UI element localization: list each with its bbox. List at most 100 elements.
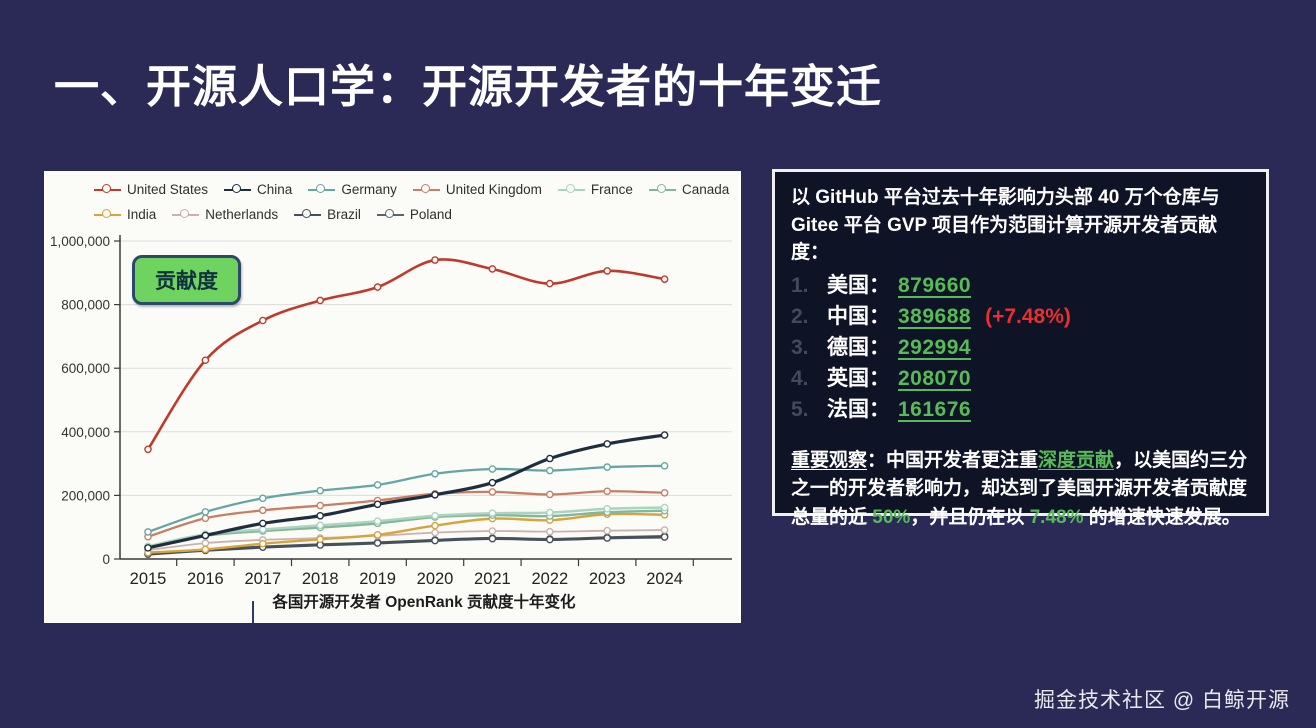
observation-text: 的增速快速发展。 — [1083, 506, 1241, 528]
data-point — [373, 500, 382, 509]
ranking-row-4: 4. 英国： 208070 — [791, 363, 1250, 394]
data-point — [258, 539, 267, 548]
legend-marker-icon — [224, 183, 252, 196]
x-tick-label: 2019 — [359, 570, 396, 588]
ranking-row-1: 1. 美国： 879660 — [791, 270, 1250, 301]
legend-label: Poland — [409, 207, 452, 222]
data-point — [488, 265, 497, 273]
data-point — [258, 519, 267, 528]
data-point — [603, 463, 612, 471]
y-tick-label: 200,000 — [61, 488, 110, 503]
data-point — [545, 454, 554, 463]
observation-text: 中国开发者更注重 — [886, 449, 1039, 471]
page-title: 一、开源人口学：开源开发者的十年变迁 — [54, 61, 883, 112]
chart-panel: United States China Germany United Kingdom F… — [44, 171, 741, 623]
observation-colon: ： — [867, 449, 887, 471]
data-point — [545, 466, 554, 475]
data-point — [660, 526, 669, 534]
data-point — [144, 528, 152, 536]
legend-label: Canada — [681, 182, 730, 197]
data-point — [545, 490, 554, 499]
legend-label: India — [127, 207, 157, 222]
data-point — [660, 462, 669, 470]
highlight-deep-contribution: 深度贡献 — [1038, 449, 1115, 471]
legend-marker-icon — [557, 183, 585, 196]
legend-item-poland: Poland — [376, 207, 452, 222]
x-tick-label: 2017 — [244, 570, 281, 588]
country-name: 美国： — [827, 273, 890, 297]
data-point — [431, 536, 439, 545]
data-point — [660, 431, 669, 439]
highlight-growth-rate: 7.48% — [1029, 506, 1084, 528]
line-chart: 0 200,000 400,000 600,000 800,000 1,000,000 20… — [50, 234, 732, 588]
data-point — [488, 465, 497, 473]
x-tick-label: 2020 — [417, 570, 454, 588]
x-tick-label: 2018 — [302, 570, 339, 588]
data-point — [201, 514, 210, 523]
data-point — [144, 544, 152, 552]
legend-row-1: United States China Germany United Kingdom F… — [94, 177, 734, 202]
data-point — [316, 511, 325, 520]
x-tick-label: 2023 — [589, 570, 626, 588]
legend-marker-icon — [294, 208, 322, 221]
data-point — [603, 267, 612, 275]
legend-label: United Kingdom — [445, 182, 542, 197]
data-point — [201, 545, 210, 554]
series-line-united-kingdom — [146, 490, 666, 538]
series-line-netherlands — [147, 529, 666, 551]
y-tick-label: 600,000 — [61, 361, 110, 376]
data-point — [373, 283, 382, 291]
data-point — [201, 539, 210, 547]
legend-marker-icon — [308, 183, 336, 196]
data-point — [144, 445, 152, 454]
data-point — [488, 488, 497, 496]
legend-label: Netherlands — [205, 207, 279, 222]
data-point — [488, 534, 497, 543]
rank-number: 3. — [791, 335, 809, 359]
country-name: 德国： — [827, 335, 890, 359]
data-point — [201, 531, 210, 540]
data-point — [258, 525, 267, 534]
data-point — [431, 511, 439, 520]
data-point — [545, 279, 554, 288]
series-line-france — [146, 506, 666, 548]
series-line-united-states — [146, 258, 666, 451]
legend-item-india: India — [94, 207, 156, 222]
legend-row-2: India Netherlands Brazil Poland — [94, 202, 734, 227]
legend-item-united-states: United States — [94, 182, 208, 197]
legend-item-brazil: Brazil — [294, 207, 361, 222]
legend-label: Germany — [341, 182, 397, 197]
ranking-row-3: 3. 德国： 292994 — [791, 332, 1250, 363]
legend-marker-icon — [94, 208, 121, 221]
data-point — [258, 494, 267, 503]
legend-item-france: France — [557, 182, 633, 197]
data-point — [660, 503, 669, 512]
country-name: 法国： — [827, 397, 890, 421]
data-point — [431, 469, 439, 478]
observation-label: 重要观察 — [791, 449, 868, 471]
contribution-value: 208070 — [898, 366, 972, 390]
series-line-india — [146, 512, 666, 554]
observation-text: ，并且仍在以 — [910, 506, 1030, 528]
observation-text: ，以美国约三分之一的开发者影响力，却达到了美国开源开发者贡献度总量的近 — [791, 449, 1248, 528]
data-point — [488, 527, 497, 535]
data-point — [603, 504, 612, 513]
data-point — [316, 486, 325, 495]
data-point — [316, 535, 325, 544]
x-tick-label: 2015 — [130, 570, 167, 588]
info-panel: 以 GitHub 平台过去十年影响力头部 40 万个仓库与 Gitee 平台 G… — [772, 169, 1269, 528]
legend-marker-icon — [648, 183, 676, 196]
country-name: 英国： — [827, 366, 890, 390]
contribution-value: 161676 — [898, 397, 972, 421]
contribution-value: 389688 — [898, 304, 972, 328]
series-line-germany — [146, 464, 666, 534]
data-point — [431, 256, 439, 264]
legend-marker-icon — [376, 208, 404, 221]
y-tick-label: 400,000 — [61, 425, 110, 440]
data-point — [545, 527, 554, 536]
ranking-row-5: 5. 法国： 161676 — [791, 394, 1250, 425]
data-point — [545, 535, 554, 544]
series-line-china — [146, 433, 667, 550]
caption-cursor-line — [252, 601, 254, 623]
rank-number: 1. — [791, 273, 809, 297]
